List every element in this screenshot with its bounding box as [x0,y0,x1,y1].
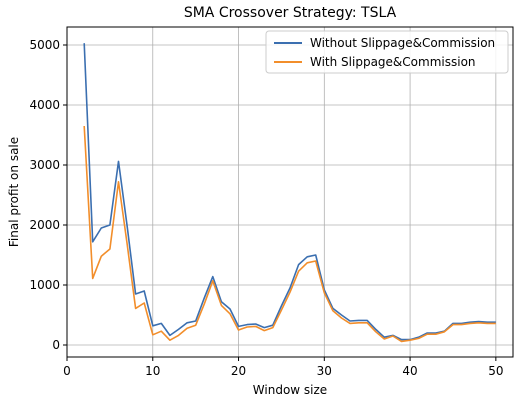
plot-area-frame [66,26,514,358]
legend: Without Slippage&Commission With Slippag… [265,30,509,74]
legend-label-without-slippage: Without Slippage&Commission [310,36,495,50]
x-tick-label: 0 [63,364,71,378]
y-tick-label: 1000 [29,278,60,292]
x-tick-label: 30 [317,364,332,378]
y-tick-label: 0 [52,338,60,352]
legend-label-with-slippage: With Slippage&Commission [310,55,476,69]
x-tick-label: 10 [145,364,160,378]
x-tick-label: 20 [231,364,246,378]
y-axis-title: Final profit on sale [7,137,21,247]
axis-ticks: 0 10 20 30 40 50 0 1000 2000 3000 4000 5000 [29,38,503,378]
y-tick-label: 4000 [29,98,60,112]
grid-lines [66,27,513,357]
y-tick-label: 2000 [29,218,60,232]
legend-box [265,30,509,74]
x-tick-label: 50 [488,364,503,378]
y-tick-label: 3000 [29,158,60,172]
x-axis-title: Window size [253,383,327,397]
series-line-without-slippage [83,43,496,341]
chart-title: SMA Crossover Strategy: TSLA [184,5,397,21]
y-tick-label: 5000 [29,38,60,52]
series-lines [83,43,496,343]
x-tick-label: 40 [402,364,417,378]
series-line-with-slippage [83,125,496,343]
